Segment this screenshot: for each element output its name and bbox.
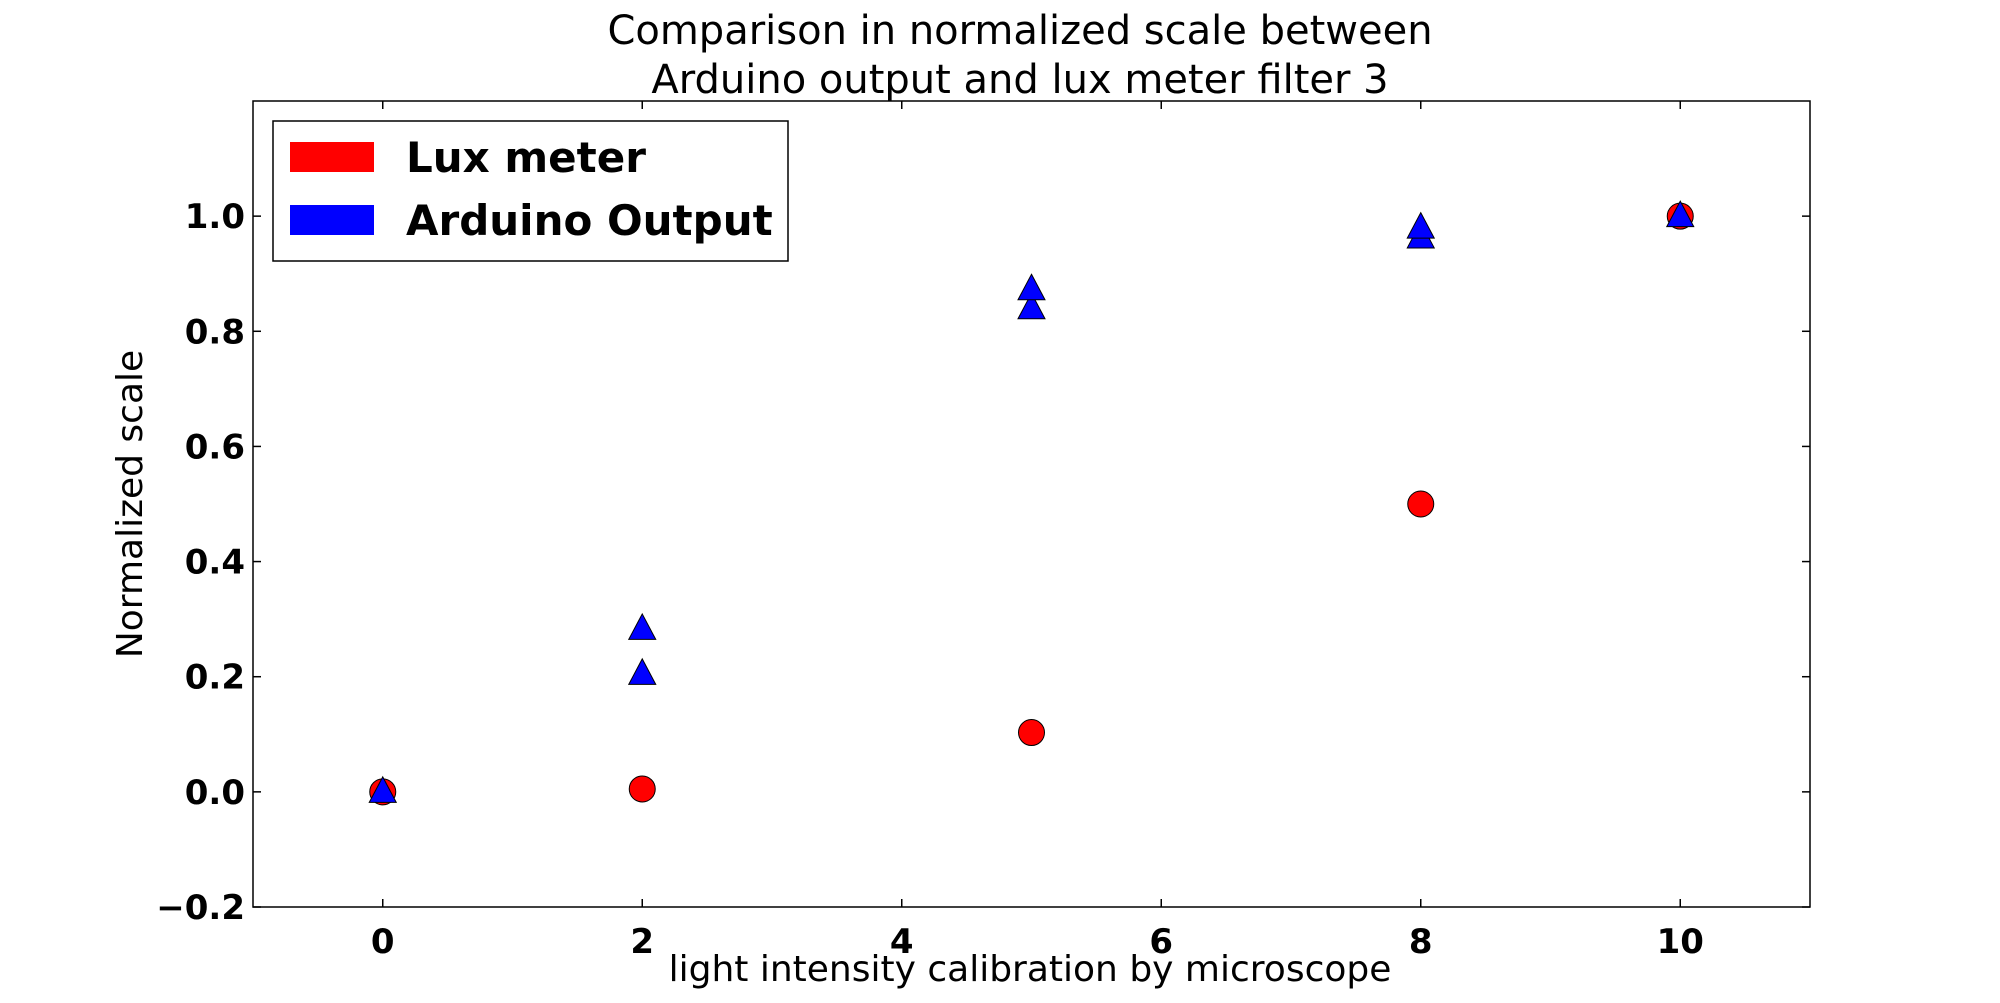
- y-axis-label: Normalized scale: [110, 350, 151, 658]
- legend: Lux meter Arduino Output: [272, 120, 789, 262]
- data-points: [368, 200, 1695, 806]
- axis-tick-labels: 0 2 4 6 8 10 −0.2 0.0 0.2 0.4 0.6 0.8 1.0: [156, 197, 1704, 962]
- x-tick-label: 6: [1149, 922, 1173, 962]
- x-tick-label: 0: [371, 922, 395, 962]
- y-tick-label: 0.2: [185, 658, 245, 698]
- arduino-output-point: [1665, 200, 1695, 228]
- lux-meter-point: [628, 775, 656, 803]
- x-tick-label: 2: [630, 922, 654, 962]
- axis-ticks: [253, 101, 1810, 908]
- arduino-output-point: [627, 612, 657, 640]
- chart-title-line-2: Arduino output and lux meter filter 3: [651, 57, 1388, 103]
- arduino-output-point: [1017, 292, 1046, 320]
- legend-swatch-lux-meter: [290, 142, 374, 172]
- lux-meter-point: [1407, 490, 1435, 518]
- arduino-output-point: [1406, 211, 1436, 239]
- y-tick-label: 1.0: [185, 197, 245, 237]
- lux-meter-point: [1018, 719, 1045, 747]
- arduino-output-point: [1017, 273, 1046, 301]
- y-tick-label: 0.6: [185, 427, 245, 467]
- y-tick-label: 0.8: [185, 312, 245, 352]
- y-tick-label: 0.4: [185, 543, 245, 583]
- y-tick-label: −0.2: [156, 888, 245, 928]
- legend-label-arduino-output: Arduino Output: [406, 196, 773, 245]
- x-tick-label: 4: [890, 922, 914, 962]
- y-tick-label: 0.0: [185, 773, 245, 813]
- chart-title-line-1: Comparison in normalized scale between: [607, 8, 1432, 54]
- legend-swatch-arduino-output: [290, 205, 374, 235]
- legend-label-lux-meter: Lux meter: [406, 133, 646, 182]
- x-axis-label: light intensity calibration by microscop…: [669, 949, 1392, 990]
- arduino-output-point: [368, 775, 398, 803]
- arduino-output-point: [627, 657, 657, 685]
- x-tick-label: 8: [1409, 922, 1433, 962]
- x-tick-label: 10: [1657, 922, 1704, 962]
